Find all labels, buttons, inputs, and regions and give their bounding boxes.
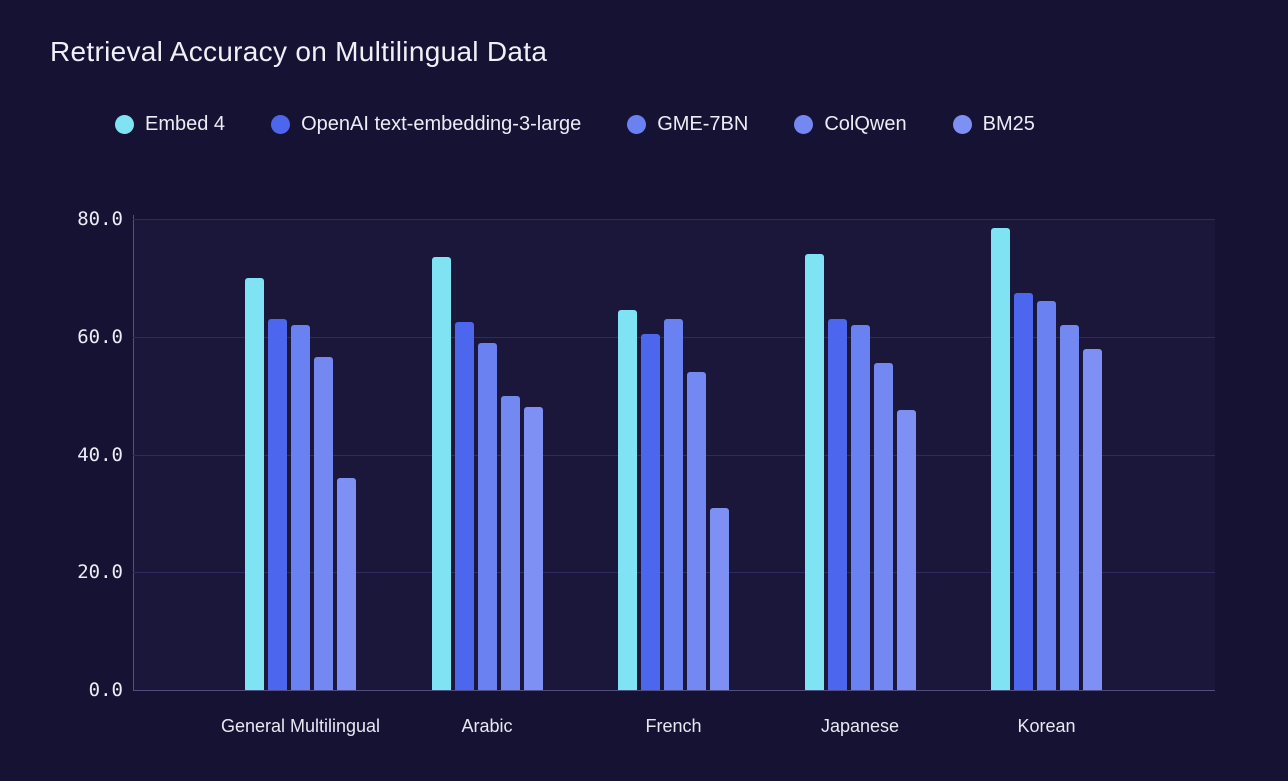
bar-bm25 (710, 507, 729, 690)
bar-bm25 (1083, 348, 1102, 690)
legend-label: BM25 (982, 113, 1035, 135)
y-tick-label: 60.0 (77, 325, 123, 348)
bar-openai-text-embedding-3-large (641, 333, 660, 690)
x-category-label: Arabic (461, 716, 513, 736)
bar-bm25 (523, 407, 543, 690)
bar-gme-7bn (1037, 301, 1056, 690)
bar-gme-7bn (291, 324, 310, 690)
bar-embed-4 (245, 277, 264, 690)
chart-title: Retrieval Accuracy on Multilingual Data (50, 36, 548, 67)
bar-openai-text-embedding-3-large (454, 322, 474, 690)
bar-group-general-multilingual (245, 219, 356, 690)
bar-colqwen (873, 363, 893, 690)
legend-dot-icon (271, 115, 291, 134)
bar-embed-4 (431, 257, 451, 690)
legend-label: Embed 4 (145, 113, 226, 135)
y-tick-label: 40.0 (77, 443, 123, 466)
bar-openai-text-embedding-3-large (827, 319, 847, 690)
x-category-label: General Multilingual (220, 716, 381, 736)
y-axis-line (133, 215, 134, 690)
bar-group-japanese (804, 219, 916, 690)
bar-gme-7bn (664, 319, 683, 690)
x-category-label: Japanese (820, 716, 900, 736)
legend-dot-icon (627, 115, 647, 134)
legend-item-2: OpenAI text-embedding-3-large (271, 113, 581, 136)
bar-group-arabic (431, 219, 543, 690)
legend-label: OpenAI text-embedding-3-large (301, 113, 582, 135)
bar-colqwen (687, 372, 706, 690)
bar-embed-4 (991, 227, 1010, 690)
bar-openai-text-embedding-3-large (268, 319, 287, 690)
bar-openai-text-embedding-3-large (1014, 292, 1033, 690)
bar-embed-4 (618, 310, 637, 690)
legend-label: ColQwen (824, 113, 907, 135)
bar-colqwen (500, 395, 520, 690)
y-tick-label: 0.0 (88, 679, 123, 701)
plot-area (133, 219, 1215, 690)
bar-group-korean (991, 219, 1102, 690)
bar-gme-7bn (850, 324, 870, 690)
legend-item-4: ColQwen (794, 113, 907, 136)
bar-colqwen (1060, 324, 1079, 690)
legend-dot-icon (794, 115, 814, 134)
x-category-label: French (645, 716, 702, 736)
y-tick-label: 80.0 (77, 208, 123, 230)
x-axis-line (133, 690, 1215, 691)
bar-colqwen (314, 357, 333, 690)
gridline (133, 219, 1215, 220)
y-tick-label: 20.0 (77, 561, 123, 584)
legend-label: GME-7BN (657, 113, 749, 135)
legend-item-1: Embed 4 (115, 113, 225, 136)
bar-gme-7bn (477, 342, 497, 690)
legend-item-5: BM25 (952, 113, 1035, 136)
bar-embed-4 (804, 254, 824, 690)
legend-dot-icon (952, 115, 972, 134)
bar-bm25 (337, 478, 356, 690)
bar-group-french (618, 219, 729, 690)
legend: Embed 4 OpenAI text-embedding-3-large GME-… (115, 113, 1035, 136)
x-category-label: Korean (1017, 716, 1076, 736)
bar-bm25 (896, 410, 916, 690)
legend-item-3: GME-7BN (627, 113, 748, 136)
legend-dot-icon (115, 115, 134, 134)
